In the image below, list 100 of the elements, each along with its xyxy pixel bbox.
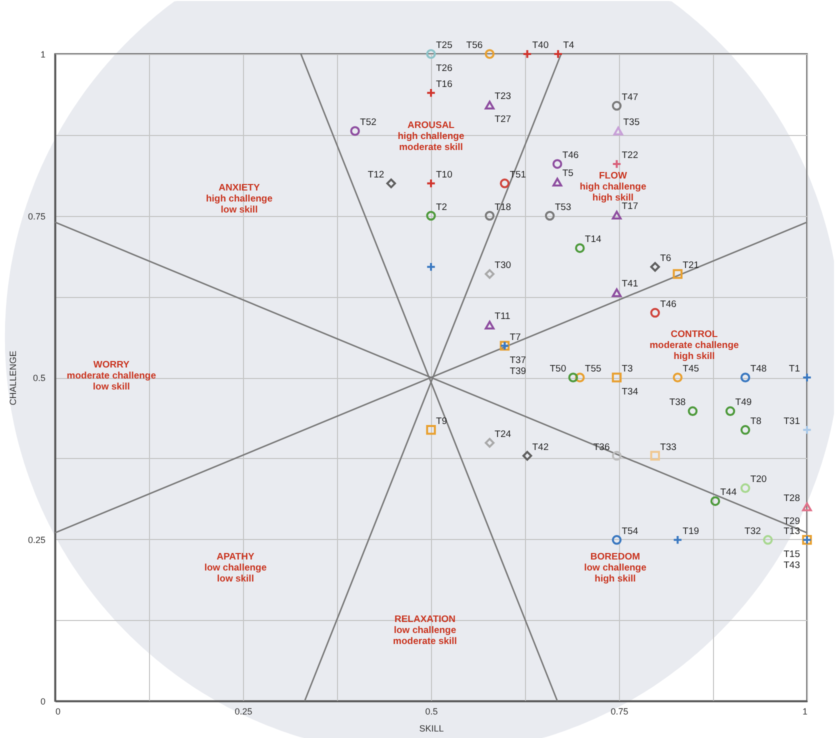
annotation: T33 <box>660 442 676 453</box>
y-axis-title: CHALLENGE <box>8 350 18 406</box>
annotation: T46 <box>562 150 579 161</box>
annotation: FLOW high challenge high skill <box>580 170 646 204</box>
annotation: T46 <box>660 298 676 310</box>
annotation: T22 <box>622 150 638 161</box>
point <box>740 372 750 382</box>
point <box>544 210 555 221</box>
point <box>552 159 562 169</box>
point <box>484 269 495 279</box>
annotation: T54 <box>622 526 638 537</box>
point <box>725 406 736 416</box>
annotation: T40 <box>532 40 549 51</box>
annotation: ANXIETY high challenge low skill <box>206 182 272 216</box>
annotation: T32 <box>744 526 761 537</box>
annotation: T44 <box>720 487 737 498</box>
annotation: CONTROL moderate challenge high skill <box>650 329 739 362</box>
point <box>553 49 563 59</box>
annotation: T48 <box>750 364 767 374</box>
annotation: T10 <box>436 169 452 180</box>
annotation: T23 <box>494 91 512 102</box>
point <box>426 425 436 435</box>
annotation: T34 <box>622 386 638 398</box>
y-tick-label: 0 <box>40 696 46 706</box>
annotation: T47 <box>622 92 638 103</box>
point <box>426 49 436 59</box>
annotation: T7 <box>510 332 521 343</box>
annotation: T42 <box>532 442 549 453</box>
point <box>575 243 585 253</box>
annotation: T52 <box>360 116 376 128</box>
annotation: T17 <box>622 201 638 212</box>
annotation: T55 <box>584 364 602 374</box>
point <box>650 262 660 272</box>
annotation: T49 <box>735 397 752 408</box>
annotation: T38 <box>669 397 686 408</box>
annotation: T21 <box>682 260 700 271</box>
point <box>612 372 622 382</box>
annotation: T20 <box>750 474 767 486</box>
point <box>575 372 585 382</box>
annotation: APATHY low challenge low skill <box>204 552 267 585</box>
point <box>672 269 683 279</box>
annotation: T29 <box>784 516 800 527</box>
annotation: T12 <box>368 169 384 180</box>
y-tick-label: 0.5 <box>32 373 46 383</box>
point <box>426 88 436 98</box>
annotation: T3 <box>622 364 633 374</box>
point <box>672 372 683 382</box>
annotation: T15 <box>784 548 800 560</box>
point <box>672 535 683 545</box>
point <box>386 178 396 188</box>
x-tick-label: 0.75 <box>610 706 628 716</box>
point <box>484 320 495 330</box>
point <box>484 210 495 221</box>
point <box>688 406 698 416</box>
point <box>612 535 622 545</box>
annotation: T43 <box>784 560 800 571</box>
point <box>484 438 495 448</box>
annotation: T4 <box>563 40 574 51</box>
x-tick-label: 0.5 <box>425 706 438 716</box>
annotation: T37 <box>510 354 526 366</box>
annotation: RELAXATION low challenge moderate skill <box>393 614 457 647</box>
annotation: T41 <box>622 278 638 290</box>
annotation: T16 <box>436 78 452 90</box>
annotation: T35 <box>623 116 640 128</box>
point <box>426 210 436 221</box>
annotation: T30 <box>494 260 512 271</box>
point <box>612 210 622 220</box>
point <box>613 126 624 136</box>
point <box>612 450 622 461</box>
annotation: T25 <box>436 40 452 51</box>
annotation: BOREDOM low challenge high skill <box>584 552 646 585</box>
point <box>522 49 532 59</box>
annotation: T53 <box>554 202 572 213</box>
annotation: T6 <box>660 252 672 264</box>
point <box>650 450 660 461</box>
point <box>740 425 750 435</box>
annotation: T31 <box>784 416 800 427</box>
x-tick-label: 0 <box>56 706 61 716</box>
annotation: T8 <box>750 416 762 427</box>
annotation: T9 <box>436 416 448 427</box>
point <box>802 425 812 435</box>
y-tick-label: 1 <box>40 50 46 60</box>
y-tick-label: 0.25 <box>28 534 46 545</box>
point <box>426 178 436 188</box>
annotation: T56 <box>466 40 483 51</box>
annotation: T11 <box>494 311 510 322</box>
point <box>522 450 532 461</box>
point <box>612 288 622 298</box>
x-tick-label: 1 <box>802 706 808 716</box>
annotation: T5 <box>562 168 574 180</box>
point <box>650 308 660 318</box>
annotation: T2 <box>436 202 448 213</box>
annotation: T50 <box>550 364 566 374</box>
annotation: T27 <box>494 114 512 126</box>
x-axis-title: SKILL <box>419 724 444 734</box>
annotation: T19 <box>682 526 700 537</box>
x-tick-label: 0.25 <box>234 706 252 716</box>
point <box>763 535 773 545</box>
annotation: T24 <box>494 428 512 440</box>
annotation: T28 <box>784 492 800 504</box>
